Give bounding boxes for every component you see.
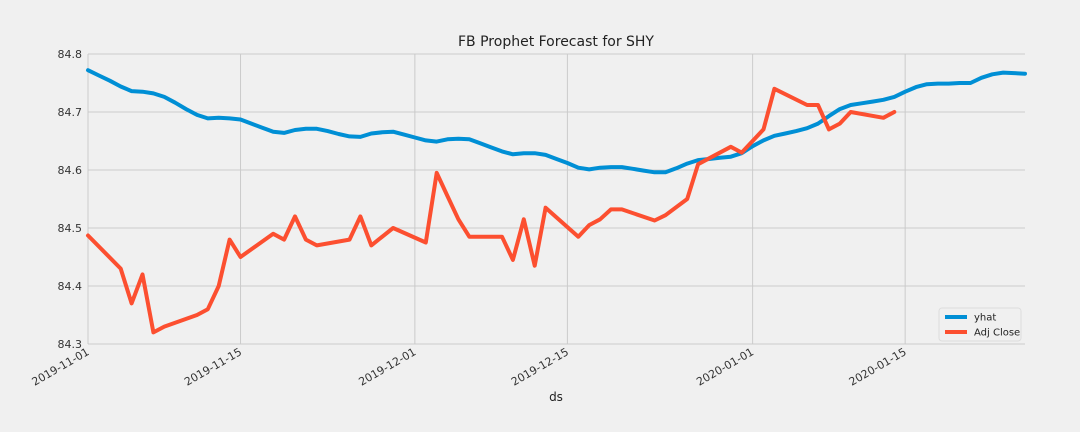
series-layer — [86, 68, 1027, 335]
x-tick-label: 2020-01-15 — [847, 345, 909, 388]
y-axis-ticks: 84.3 84.4 84.5 84.6 84.7 84.8 — [58, 48, 83, 351]
series-adj-close — [86, 86, 897, 335]
series-line — [86, 68, 1027, 175]
series-yhat — [86, 68, 1027, 175]
x-tick-label: 2020-01-01 — [694, 345, 756, 388]
x-tick-label: 2019-11-15 — [182, 345, 244, 388]
legend-entry: yhat — [974, 313, 996, 324]
y-tick-label: 84.4 — [58, 280, 83, 293]
y-tick-label: 84.6 — [58, 164, 83, 177]
chart-title: FB Prophet Forecast for SHY — [458, 34, 654, 50]
x-axis-ticks: 2019-11-01 2019-11-15 2019-12-01 2019-12-15… — [30, 345, 909, 388]
y-tick-label: 84.3 — [58, 338, 83, 351]
grid — [87, 53, 1025, 345]
y-tick-label: 84.5 — [58, 222, 83, 235]
legend: yhat Adj Close — [938, 307, 1022, 342]
y-tick-label: 84.8 — [58, 48, 83, 61]
series-line — [86, 86, 897, 335]
x-tick-label: 2019-12-01 — [356, 345, 418, 388]
x-tick-label: 2019-11-01 — [30, 345, 92, 388]
legend-entry: Adj Close — [974, 328, 1020, 339]
x-tick-label: 2019-12-15 — [509, 345, 571, 388]
x-axis-label: ds — [549, 390, 563, 404]
y-tick-label: 84.7 — [58, 106, 83, 119]
